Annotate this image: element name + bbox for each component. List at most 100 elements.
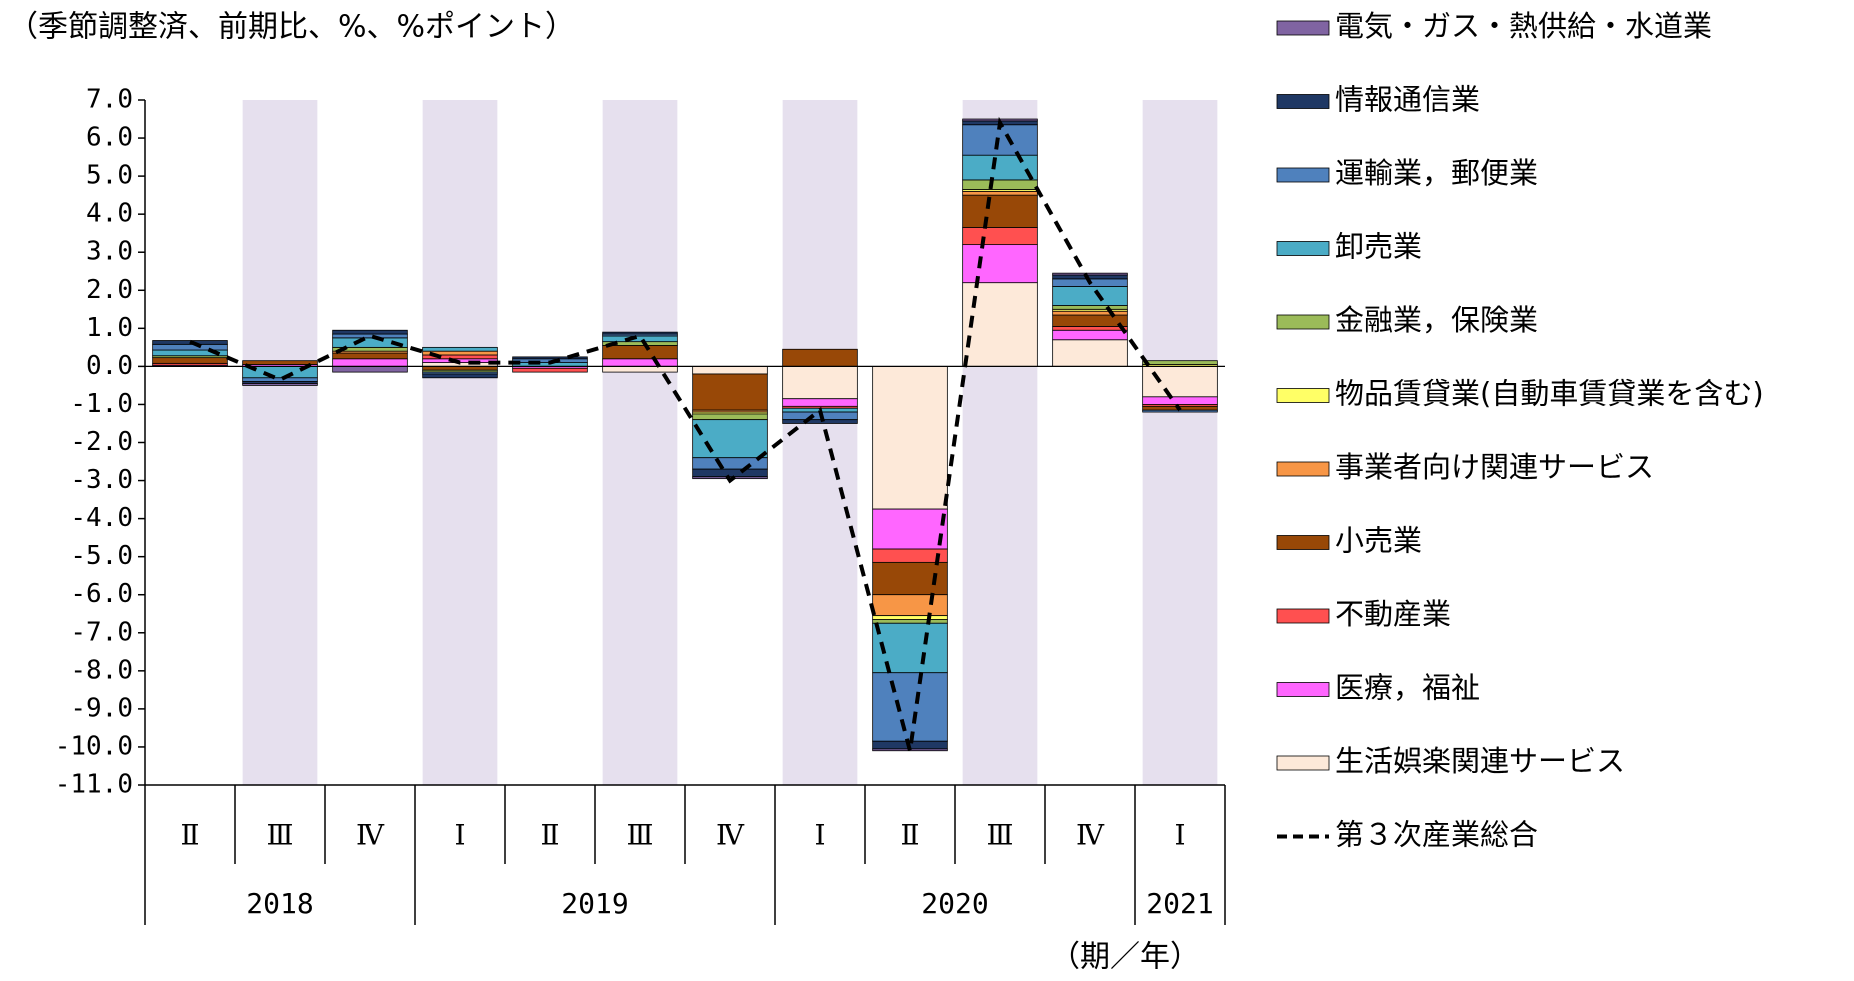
bar-segment bbox=[422, 373, 498, 379]
bar-segment bbox=[1052, 339, 1128, 367]
bar-segment bbox=[962, 244, 1038, 284]
x-group-label: 2018 bbox=[246, 887, 313, 920]
bar-segment bbox=[602, 365, 678, 373]
bar-segment bbox=[962, 154, 1038, 181]
bar-segment bbox=[1052, 326, 1128, 331]
legend-swatch bbox=[1276, 241, 1330, 256]
legend-swatch bbox=[1276, 388, 1330, 403]
bar-segment bbox=[602, 358, 678, 367]
y-tick-label: 7.0 bbox=[86, 85, 133, 115]
y-tick-label: -7.0 bbox=[70, 617, 133, 647]
x-tick-label: Ⅱ bbox=[900, 819, 919, 852]
x-tick-label: Ⅳ bbox=[716, 819, 745, 852]
bar-segment bbox=[332, 333, 408, 339]
legend-label: 金融業，保険業 bbox=[1335, 303, 1538, 337]
x-tick-label: Ⅱ bbox=[180, 819, 199, 852]
bar-segment bbox=[512, 367, 588, 373]
y-tick-label: 3.0 bbox=[86, 237, 133, 267]
legend-swatch bbox=[1276, 94, 1330, 109]
y-tick-label: -4.0 bbox=[70, 503, 133, 533]
x-tick-label: Ⅳ bbox=[1076, 819, 1105, 852]
x-axis-label: （期／年） bbox=[1050, 940, 1200, 975]
y-tick-label: -6.0 bbox=[70, 579, 133, 609]
y-tick-label: -10.0 bbox=[55, 731, 133, 761]
bar-segment bbox=[1142, 396, 1218, 405]
y-tick-label: -1.0 bbox=[70, 389, 133, 419]
bar-segment bbox=[872, 619, 948, 624]
bar-segment bbox=[1052, 314, 1128, 327]
bar-segment bbox=[962, 190, 1038, 196]
y-tick-label: 5.0 bbox=[86, 161, 133, 191]
bar-segment bbox=[332, 352, 408, 360]
bar-segment bbox=[872, 365, 948, 510]
bar-segment bbox=[1052, 310, 1128, 316]
bar-segment bbox=[782, 398, 858, 407]
legend-swatch bbox=[1276, 682, 1330, 697]
legend-swatch bbox=[1276, 608, 1330, 624]
bar-segment bbox=[602, 331, 678, 335]
legend-label: 電気・ガス・熱供給・水道業 bbox=[1335, 9, 1712, 43]
bar-segment bbox=[242, 360, 318, 365]
bar-segment bbox=[332, 365, 408, 373]
bar-segment bbox=[872, 672, 948, 742]
bar-segment bbox=[692, 457, 768, 470]
bar-segment bbox=[962, 282, 1038, 367]
bar-segment bbox=[512, 356, 588, 360]
x-group-label: 2019 bbox=[561, 887, 628, 920]
legend-label: 生活娯楽関連サービス bbox=[1335, 744, 1625, 778]
legend-swatch bbox=[1276, 461, 1330, 477]
bar-segment bbox=[872, 615, 948, 620]
legend-label: 不動産業 bbox=[1335, 597, 1451, 631]
y-tick-label: 2.0 bbox=[86, 275, 133, 305]
x-group-label: 2020 bbox=[921, 887, 988, 920]
bar-segment bbox=[242, 383, 318, 386]
y-tick-label: 6.0 bbox=[86, 123, 133, 153]
bar-segment bbox=[782, 419, 858, 424]
bar-segment bbox=[1052, 286, 1128, 306]
bar-segment bbox=[152, 343, 228, 351]
bar-segment bbox=[692, 413, 768, 421]
shade-band bbox=[1142, 100, 1218, 785]
bar-segment bbox=[1142, 365, 1218, 398]
legend-label: 運輸業，郵便業 bbox=[1335, 156, 1538, 190]
legend-label: 事業者向け関連サービス bbox=[1335, 450, 1654, 484]
legend-swatch bbox=[1276, 20, 1330, 36]
y-tick-label: -8.0 bbox=[70, 655, 133, 685]
bar-segment bbox=[1052, 305, 1128, 310]
bar-segment bbox=[1052, 274, 1128, 280]
y-tick-label: -5.0 bbox=[70, 541, 133, 571]
bar-segment bbox=[962, 194, 1038, 228]
x-tick-label: Ⅲ bbox=[986, 819, 1013, 852]
bar-segment bbox=[872, 508, 948, 550]
x-tick-label: Ⅳ bbox=[356, 819, 385, 852]
shade-band bbox=[782, 100, 858, 785]
bar-segment bbox=[1142, 409, 1218, 413]
legend-label: 物品賃貸業(自動車賃貸業を含む) bbox=[1335, 377, 1764, 411]
bar-segment bbox=[872, 594, 948, 617]
bar-segment bbox=[602, 345, 678, 360]
unit-label: （季節調整済、前期比、%、%ポイント） bbox=[8, 10, 575, 45]
legend-swatch bbox=[1276, 167, 1330, 183]
x-group-label: 2021 bbox=[1146, 887, 1213, 920]
bar-segment bbox=[422, 346, 498, 352]
legend-swatch bbox=[1276, 535, 1330, 550]
shade-band bbox=[602, 100, 678, 785]
y-tick-label: 4.0 bbox=[86, 199, 133, 229]
bar-segment bbox=[692, 468, 768, 478]
shade-band bbox=[422, 100, 498, 785]
legend-label: 第３次産業総合 bbox=[1335, 818, 1538, 852]
bar-segment bbox=[962, 227, 1038, 246]
bar-segment bbox=[1052, 272, 1128, 276]
legend-label: 情報通信業 bbox=[1335, 83, 1480, 117]
x-tick-label: Ⅲ bbox=[626, 819, 653, 852]
bar-segment bbox=[602, 335, 678, 343]
bar-segment bbox=[962, 179, 1038, 190]
y-tick-label: -3.0 bbox=[70, 465, 133, 495]
bar-segment bbox=[1142, 360, 1218, 365]
bar-segment bbox=[332, 329, 408, 335]
x-tick-label: Ⅲ bbox=[266, 819, 293, 852]
x-tick-label: Ⅰ bbox=[814, 819, 825, 852]
legend-swatch bbox=[1276, 314, 1330, 330]
bar-segment bbox=[692, 419, 768, 459]
bar-segment bbox=[692, 365, 768, 375]
